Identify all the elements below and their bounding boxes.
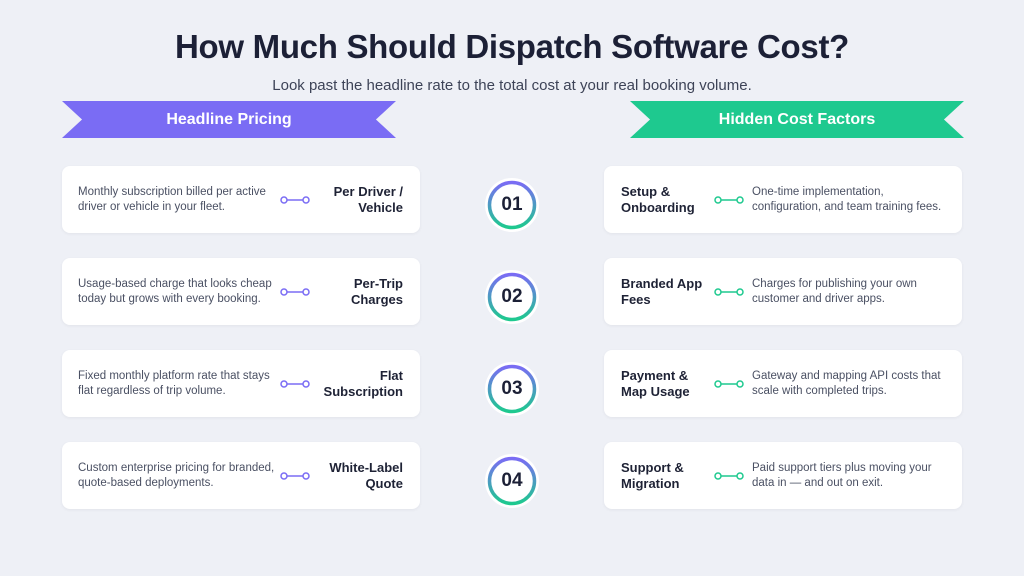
link-connector-icon — [280, 195, 310, 204]
step-badge-02: 02 — [484, 269, 540, 325]
step-number: 01 — [501, 194, 523, 215]
gradient-ring-icon — [485, 270, 539, 324]
link-connector-icon — [714, 379, 744, 388]
right-card-description: One-time implementation, configuration, … — [752, 185, 942, 213]
left-card-description: Custom enterprise pricing for branded, q… — [78, 461, 275, 489]
gradient-ring-icon — [485, 362, 539, 416]
link-connector-icon — [714, 287, 744, 296]
hidden-cost-factors-ribbon: Hidden Cost Factors — [630, 101, 964, 138]
left-card-description: Usage-based charge that looks cheap toda… — [78, 277, 272, 305]
step-number: 02 — [501, 286, 523, 307]
right-card-description: Charges for publishing your own customer… — [752, 277, 917, 305]
left-card-label: Flat Subscription — [323, 367, 403, 399]
step-number: 03 — [501, 378, 523, 399]
left-card-description: Monthly subscription billed per active d… — [78, 185, 266, 213]
right-card-setup-onboarding: Setup & Onboarding One-time implementati… — [604, 166, 962, 233]
left-card-label: White-Label Quote — [329, 459, 403, 491]
right-card-label: Setup & Onboarding — [621, 183, 695, 215]
left-card-description: Fixed monthly platform rate that stays f… — [78, 369, 270, 397]
headline-pricing-heading: Headline Pricing — [166, 110, 292, 128]
gradient-ring-icon — [485, 178, 539, 232]
step-badge-01: 01 — [484, 177, 540, 233]
link-connector-icon — [714, 195, 744, 204]
link-connector-icon — [280, 379, 310, 388]
gradient-ring-icon — [485, 454, 539, 508]
left-card-per-trip: Usage-based charge that looks cheap toda… — [62, 258, 420, 325]
right-card-description: Gateway and mapping API costs that scale… — [752, 369, 941, 397]
left-card-per-driver: Monthly subscription billed per active d… — [62, 166, 420, 233]
step-number: 04 — [501, 470, 523, 491]
right-card-label: Branded App Fees — [621, 275, 703, 307]
step-badge-03: 03 — [484, 361, 540, 417]
right-card-label: Support & Migration — [621, 459, 684, 491]
left-card-label: Per-Trip Charges — [350, 275, 403, 307]
hidden-cost-factors-heading: Hidden Cost Factors — [718, 110, 876, 128]
headline-pricing-ribbon: Headline Pricing — [62, 101, 396, 138]
right-card-label: Payment & Map Usage — [621, 367, 690, 399]
right-card-branded-app: Branded App Fees Charges for publishing … — [604, 258, 962, 325]
step-badge-04: 04 — [484, 453, 540, 509]
left-card-flat-subscription: Fixed monthly platform rate that stays f… — [62, 350, 420, 417]
page-subtitle: Look past the headline rate to the total… — [272, 77, 752, 94]
left-card-label: Per Driver / Vehicle — [333, 183, 403, 215]
page-title: How Much Should Dispatch Software Cost? — [175, 28, 849, 65]
right-card-payment-map: Payment & Map Usage Gateway and mapping … — [604, 350, 962, 417]
link-connector-icon — [280, 471, 310, 480]
left-card-white-label: Custom enterprise pricing for branded, q… — [62, 442, 420, 509]
link-connector-icon — [280, 287, 310, 296]
link-connector-icon — [714, 471, 744, 480]
right-card-description: Paid support tiers plus moving your data… — [752, 461, 932, 489]
right-card-support-migration: Support & Migration Paid support tiers p… — [604, 442, 962, 509]
